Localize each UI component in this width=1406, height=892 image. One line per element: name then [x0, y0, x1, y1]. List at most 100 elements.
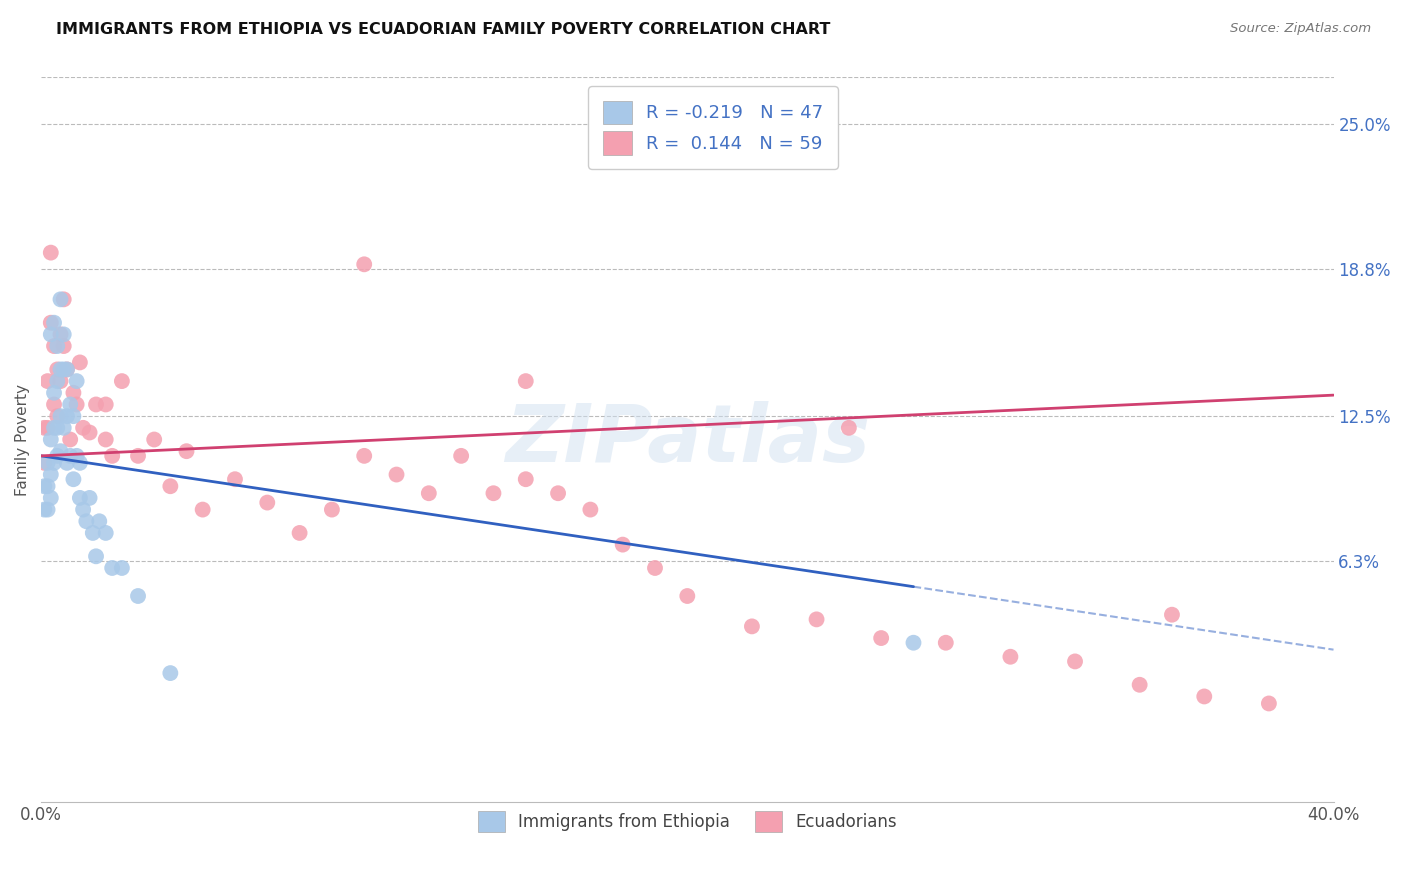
Point — [52, 327, 75, 342]
Point — [288, 525, 311, 540]
Point — [39, 316, 62, 330]
Point — [59, 433, 82, 447]
Point — [79, 425, 101, 440]
Point — [256, 495, 278, 509]
Point — [52, 362, 75, 376]
Point — [39, 467, 62, 482]
Point — [1161, 607, 1184, 622]
Point — [72, 421, 94, 435]
Point — [159, 479, 181, 493]
Point — [49, 374, 72, 388]
Point — [79, 491, 101, 505]
Point — [1257, 697, 1279, 711]
Point — [69, 456, 91, 470]
Point — [46, 339, 69, 353]
Point — [127, 449, 149, 463]
Point — [56, 362, 79, 376]
Point — [838, 421, 860, 435]
Point — [1064, 655, 1087, 669]
Point — [385, 467, 408, 482]
Point — [94, 397, 117, 411]
Point — [56, 362, 79, 376]
Text: Source: ZipAtlas.com: Source: ZipAtlas.com — [1230, 22, 1371, 36]
Point — [49, 293, 72, 307]
Point — [34, 421, 56, 435]
Point — [37, 421, 59, 435]
Point — [66, 397, 89, 411]
Point — [353, 257, 375, 271]
Point — [42, 385, 65, 400]
Point — [46, 409, 69, 424]
Point — [101, 561, 124, 575]
Point — [34, 502, 56, 516]
Point — [46, 449, 69, 463]
Point — [1000, 649, 1022, 664]
Point — [62, 409, 84, 424]
Point — [59, 397, 82, 411]
Point — [49, 409, 72, 424]
Point — [176, 444, 198, 458]
Y-axis label: Family Poverty: Family Poverty — [15, 384, 30, 496]
Point — [72, 502, 94, 516]
Point — [127, 589, 149, 603]
Text: ZIPatlas: ZIPatlas — [505, 401, 870, 478]
Point — [37, 374, 59, 388]
Point — [579, 502, 602, 516]
Point — [62, 385, 84, 400]
Point — [34, 456, 56, 470]
Point — [482, 486, 505, 500]
Point — [676, 589, 699, 603]
Point — [94, 433, 117, 447]
Point — [39, 433, 62, 447]
Point — [46, 374, 69, 388]
Point — [39, 327, 62, 342]
Point — [806, 612, 828, 626]
Point — [46, 421, 69, 435]
Point — [644, 561, 666, 575]
Point — [547, 486, 569, 500]
Point — [515, 472, 537, 486]
Point — [89, 514, 111, 528]
Point — [84, 397, 107, 411]
Point — [82, 525, 104, 540]
Point — [49, 444, 72, 458]
Point — [1129, 678, 1152, 692]
Point — [37, 456, 59, 470]
Point — [321, 502, 343, 516]
Point — [56, 456, 79, 470]
Point — [37, 502, 59, 516]
Text: IMMIGRANTS FROM ETHIOPIA VS ECUADORIAN FAMILY POVERTY CORRELATION CHART: IMMIGRANTS FROM ETHIOPIA VS ECUADORIAN F… — [56, 22, 831, 37]
Point — [935, 636, 957, 650]
Point — [42, 316, 65, 330]
Point — [59, 449, 82, 463]
Point — [62, 472, 84, 486]
Point — [515, 374, 537, 388]
Point — [39, 245, 62, 260]
Point — [75, 514, 97, 528]
Point — [52, 421, 75, 435]
Point — [612, 538, 634, 552]
Point — [143, 433, 166, 447]
Point — [42, 397, 65, 411]
Point — [741, 619, 763, 633]
Point — [49, 327, 72, 342]
Point — [42, 339, 65, 353]
Point — [42, 421, 65, 435]
Point — [66, 374, 89, 388]
Point — [37, 479, 59, 493]
Point — [450, 449, 472, 463]
Point — [52, 293, 75, 307]
Point — [224, 472, 246, 486]
Point — [111, 561, 134, 575]
Point — [56, 409, 79, 424]
Point — [84, 549, 107, 564]
Point — [66, 449, 89, 463]
Point — [353, 449, 375, 463]
Point — [42, 456, 65, 470]
Point — [46, 362, 69, 376]
Point — [903, 636, 925, 650]
Point — [39, 491, 62, 505]
Point — [49, 362, 72, 376]
Point — [1194, 690, 1216, 704]
Point — [111, 374, 134, 388]
